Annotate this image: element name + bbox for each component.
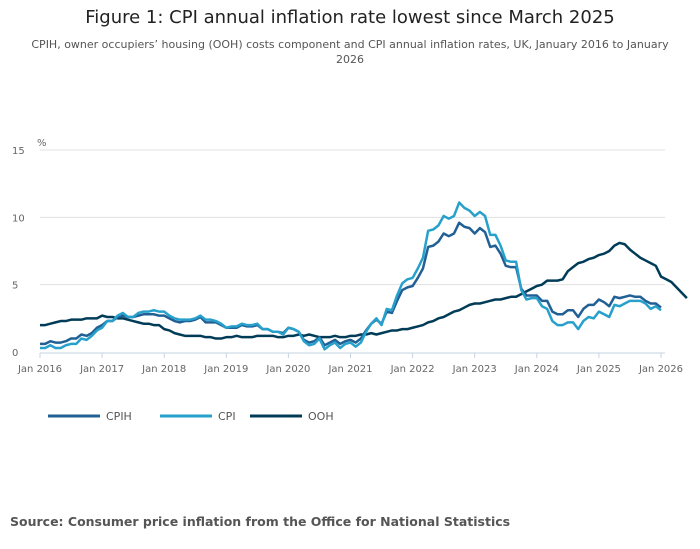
- x-tick-label: Jan 2025: [576, 364, 621, 375]
- x-tick-label: Jan 2021: [327, 364, 372, 375]
- series-line-cpi: [40, 201, 662, 351]
- x-tick-label: Jan 2020: [265, 364, 310, 375]
- chart-title: Figure 1: CPI annual inflation rate lowe…: [85, 7, 615, 28]
- chart-subtitle: CPIH, owner occupiers’ housing (OOH) cos…: [31, 38, 669, 66]
- y-tick-label: 10: [12, 213, 25, 224]
- x-tick-label: Jan 2018: [141, 364, 186, 375]
- x-tick-label: Jan 2022: [390, 364, 435, 375]
- x-tick-label: Jan 2024: [514, 364, 559, 375]
- y-axis-label: %: [37, 138, 47, 149]
- source-note: Source: Consumer price inflation from th…: [10, 514, 511, 529]
- legend-label: CPIH: [106, 410, 132, 423]
- legend-label: OOH: [308, 410, 334, 423]
- x-tick-label: Jan 2023: [452, 364, 497, 375]
- series-line-ooh: [40, 241, 688, 340]
- legend-label: CPI: [218, 410, 236, 423]
- x-tick-label: Jan 2019: [203, 364, 248, 375]
- y-tick-label: 15: [12, 146, 25, 157]
- x-tick-label: Jan 2026: [638, 364, 683, 375]
- y-tick-label: 0: [12, 348, 18, 359]
- series-line-cpih: [40, 221, 662, 347]
- y-tick-label: 5: [12, 281, 18, 292]
- x-tick-label: Jan 2016: [17, 364, 62, 375]
- x-tick-label: Jan 2017: [79, 364, 124, 375]
